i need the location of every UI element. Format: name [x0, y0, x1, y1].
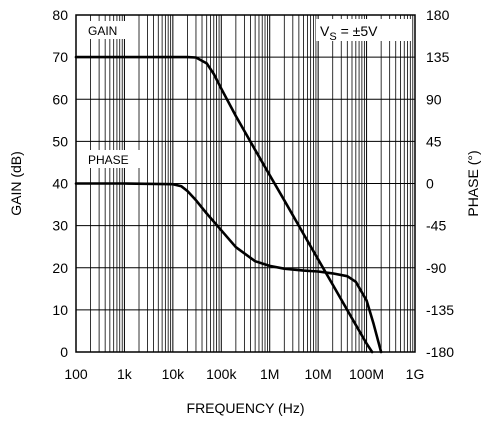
- left-y-tick-label: 30: [52, 218, 68, 234]
- left-y-tick-label: 40: [52, 176, 68, 192]
- series-group: [74, 55, 383, 354]
- x-tick-label: 10k: [162, 366, 186, 382]
- right-y-tick-label: -180: [426, 344, 454, 360]
- supply-value: = ±5V: [337, 23, 378, 39]
- x-tick-label: 1M: [260, 366, 279, 382]
- x-tick-label: 1G: [406, 366, 425, 382]
- right-y-tick-label: 45: [426, 133, 442, 149]
- x-axis-title: FREQUENCY (Hz): [187, 400, 305, 416]
- supply-label-box: [316, 19, 412, 41]
- phase-label-box: [84, 150, 140, 168]
- x-tick-label: 10M: [305, 366, 332, 382]
- left-y-tick-label: 20: [52, 260, 68, 276]
- x-tick-label: 100M: [349, 366, 384, 382]
- supply-voltage-label: VS = ±5V: [320, 23, 378, 43]
- left-y-tick-label: 80: [52, 7, 68, 23]
- right-y-tick-label: -90: [426, 260, 446, 276]
- right-y-tick-label: 90: [426, 91, 442, 107]
- left-y-tick-label: 60: [52, 91, 68, 107]
- left-y-tick-label: 50: [52, 133, 68, 149]
- right-y-tick-label: 0: [426, 176, 434, 192]
- right-y-axis-title: PHASE (°): [465, 150, 481, 216]
- right-y-tick-label: -135: [426, 302, 454, 318]
- gain-curve: [74, 55, 374, 354]
- tick-labels: 100 1k 10k 100k 1M 10M 100M 1G 0 10 20 30 40 50 60 70 80…: [52, 7, 454, 382]
- left-y-axis-title: GAIN (dB): [8, 151, 24, 216]
- left-y-tick-label: 0: [60, 344, 68, 360]
- supply-v: V: [320, 23, 330, 39]
- right-y-tick-label: 180: [426, 7, 450, 23]
- left-y-tick-label: 10: [52, 302, 68, 318]
- gain-label: GAIN: [88, 24, 117, 38]
- gain-label-box: [84, 21, 128, 39]
- right-y-tick-label: -45: [426, 218, 446, 234]
- x-tick-label: 100k: [206, 366, 237, 382]
- x-tick-label: 1k: [117, 366, 133, 382]
- phase-label: PHASE: [88, 153, 129, 167]
- supply-sub: S: [329, 31, 336, 43]
- phase-curve: [74, 182, 383, 354]
- left-y-tick-label: 70: [52, 49, 68, 65]
- plot-frame: [75, 14, 416, 353]
- right-y-tick-label: 135: [426, 49, 450, 65]
- x-tick-label: 100: [64, 366, 88, 382]
